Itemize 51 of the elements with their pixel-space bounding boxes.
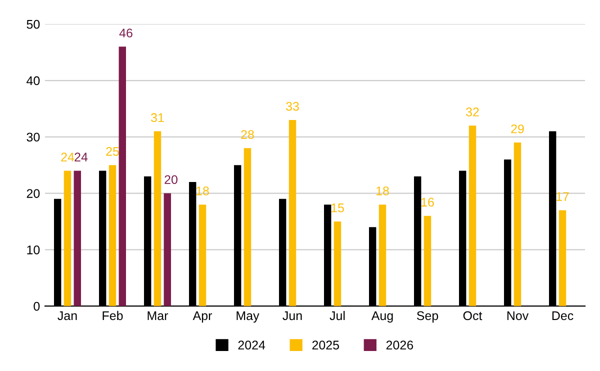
x-tick-label: Sep <box>416 311 438 323</box>
y-tick-label: 10 <box>27 245 40 254</box>
bar <box>334 221 342 306</box>
data-label: 29 <box>511 124 524 134</box>
bar <box>558 210 566 306</box>
data-label: 25 <box>106 147 119 156</box>
x-tick-label: Nov <box>507 311 529 320</box>
data-label: 31 <box>151 113 164 122</box>
y-tick-label: 50 <box>26 20 40 29</box>
data-label: 15 <box>332 204 344 212</box>
data-label: 33 <box>286 102 299 111</box>
bar <box>244 148 252 306</box>
bar <box>74 170 81 306</box>
bar <box>468 126 476 306</box>
legend-label: 2026 <box>386 340 414 350</box>
y-tick-label: 30 <box>26 132 40 142</box>
bar <box>118 46 126 306</box>
bar <box>154 131 162 306</box>
data-label: 18 <box>376 186 389 196</box>
x-tick-label: Jul <box>330 310 345 320</box>
x-tick-label: Feb <box>102 310 123 320</box>
bar <box>378 204 386 306</box>
y-tick-label: 20 <box>26 189 40 198</box>
x-tick-label: May <box>236 311 260 323</box>
data-label: 32 <box>466 108 479 116</box>
data-label: 16 <box>422 198 434 207</box>
data-label: 28 <box>241 130 254 139</box>
bar <box>108 165 116 306</box>
data-label: 17 <box>556 192 569 201</box>
x-tick-label: Oct <box>463 311 482 320</box>
bar <box>288 120 296 306</box>
bar <box>164 193 171 306</box>
x-tick-label: Jan <box>58 311 77 320</box>
bar <box>198 204 206 306</box>
legend-label: 2024 <box>238 340 266 350</box>
x-tick-label: Aug <box>371 311 393 323</box>
data-label: 24 <box>74 152 88 162</box>
x-tick-label: Mar <box>148 311 168 320</box>
y-tick-label: 40 <box>26 76 40 86</box>
x-tick-label: Apr <box>192 311 212 323</box>
bar <box>64 170 72 306</box>
data-label: 18 <box>196 186 209 196</box>
data-label: 20 <box>164 175 178 184</box>
y-tick-label: 0 <box>34 302 40 311</box>
data-label: 24 <box>61 152 74 162</box>
x-tick-label: Jun <box>282 311 302 320</box>
data-label: 46 <box>119 28 132 38</box>
bar <box>514 142 522 306</box>
x-tick-label: Dec <box>552 311 574 320</box>
bar <box>424 216 432 306</box>
legend-label: 2025 <box>312 340 340 350</box>
